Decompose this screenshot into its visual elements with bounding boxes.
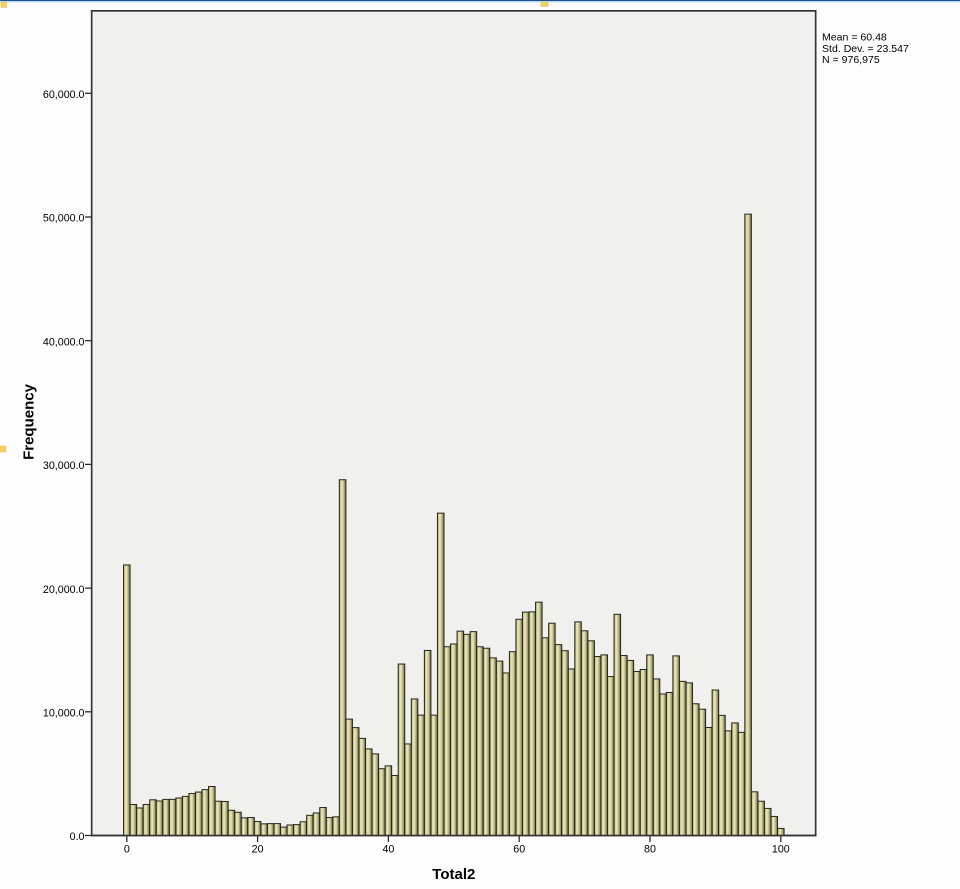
svg-text:60,000.0: 60,000.0 xyxy=(43,89,85,101)
svg-text:40: 40 xyxy=(382,843,394,855)
svg-text:Std. Dev. = 23.547: Std. Dev. = 23.547 xyxy=(822,43,909,55)
svg-text:0: 0 xyxy=(124,843,130,855)
svg-text:Mean = 60.48: Mean = 60.48 xyxy=(822,32,887,44)
svg-text:20,000.0: 20,000.0 xyxy=(43,584,85,596)
svg-text:80: 80 xyxy=(644,843,656,855)
svg-text:30,000.0: 30,000.0 xyxy=(43,460,85,472)
svg-text:N = 976,975: N = 976,975 xyxy=(822,54,880,66)
svg-text:20: 20 xyxy=(252,843,264,855)
svg-text:100: 100 xyxy=(772,843,790,855)
svg-text:50,000.0: 50,000.0 xyxy=(43,213,85,225)
svg-text:10,000.0: 10,000.0 xyxy=(43,708,85,720)
svg-text:60: 60 xyxy=(513,843,525,855)
svg-text:Total2: Total2 xyxy=(432,866,475,883)
svg-text:0.0: 0.0 xyxy=(70,831,85,843)
svg-text:Frequency: Frequency xyxy=(21,383,38,460)
svg-text:40,000.0: 40,000.0 xyxy=(43,336,85,348)
